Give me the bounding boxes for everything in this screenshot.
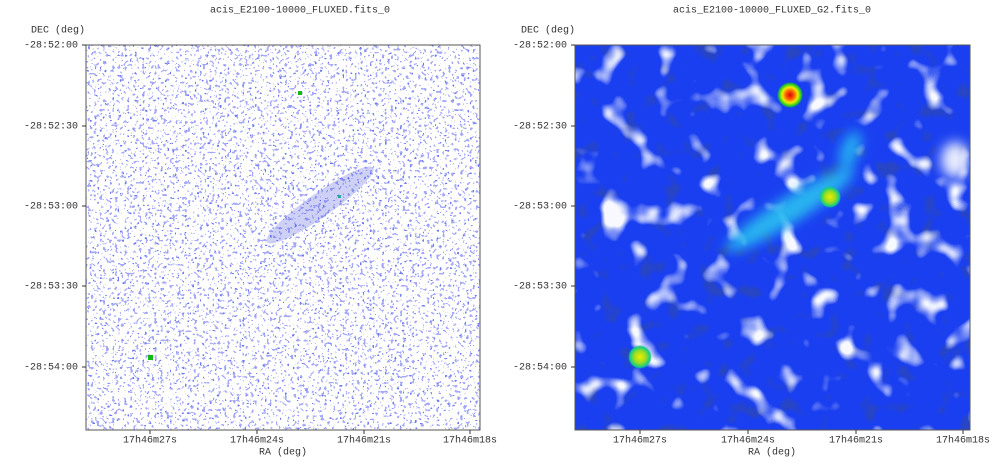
y-tick-label: -28:53:00: [513, 202, 567, 213]
y-tick-label: -28:52:00: [24, 41, 78, 52]
y-tick-label: -28:53:00: [24, 202, 78, 213]
x-tick-label: 17h46m21s: [829, 435, 883, 447]
y-tick-label: -28:52:30: [513, 122, 567, 133]
y-axis-label: DEC (deg): [521, 25, 575, 37]
y-tick-label: -28:53:30: [513, 282, 567, 293]
x-tick-label: 17h46m18s: [443, 435, 497, 447]
x-axis-label: RA (deg): [259, 447, 307, 459]
x-tick-label: 17h46m18s: [936, 435, 990, 447]
y-tick-label: -28:54:00: [513, 363, 567, 374]
x-tick-label: 17h46m21s: [337, 435, 391, 447]
left-image: [85, 44, 481, 431]
x-tick-label: 17h46m27s: [613, 435, 667, 447]
y-tick-label: -28:52:30: [24, 122, 78, 133]
panel-title: acis_E2100-10000_FLUXED.fits_0: [210, 5, 390, 17]
x-tick-label: 17h46m24s: [230, 435, 284, 447]
y-tick-label: -28:54:00: [24, 363, 78, 374]
panel-title: acis_E2100-10000_FLUXED_G2.fits_0: [673, 5, 871, 17]
x-tick-label: 17h46m24s: [721, 435, 775, 447]
x-tick-label: 17h46m27s: [123, 435, 177, 447]
right-image: [574, 44, 971, 431]
y-tick-label: -28:53:30: [24, 282, 78, 293]
y-tick-label: -28:52:00: [513, 41, 567, 52]
y-axis-label: DEC (deg): [31, 25, 85, 37]
x-axis-label: RA (deg): [748, 447, 796, 459]
